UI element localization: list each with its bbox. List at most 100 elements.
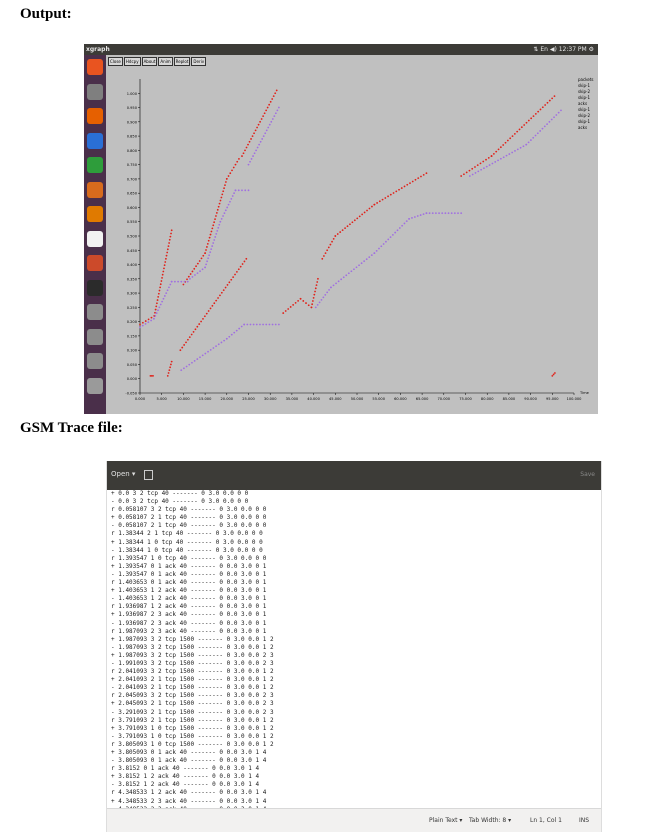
trace-line: r 1.987093 2 3 ack 40 ------- 0 0.0 3.0 … — [111, 627, 267, 635]
anim-button[interactable]: Anim — [158, 57, 173, 66]
red-data-point — [165, 254, 168, 257]
red-data-point — [314, 290, 316, 293]
amazon-icon[interactable] — [87, 230, 103, 247]
red-data-point — [213, 302, 216, 305]
tab-width-menu[interactable]: Tab Width: 8 ▾ — [469, 817, 512, 824]
purple-data-point — [186, 280, 189, 283]
x-tick-label: 75.000 — [459, 397, 472, 401]
red-data-point — [534, 112, 537, 115]
red-data-point — [232, 166, 235, 169]
y-tick-label: 0.650 — [127, 192, 138, 196]
y-tick-label: 0.450 — [127, 249, 138, 253]
red-data-point — [206, 242, 209, 245]
red-data-point — [147, 318, 150, 321]
purple-data-point — [519, 146, 522, 149]
red-data-point — [551, 374, 554, 377]
purple-data-point — [183, 367, 185, 370]
purple-data-point — [240, 325, 243, 328]
deriv-button[interactable]: Deriv — [191, 57, 207, 66]
red-data-point — [181, 346, 184, 349]
settings-icon[interactable] — [87, 255, 103, 271]
red-data-point — [198, 323, 201, 325]
text-editor[interactable]: + 0.0 3 2 tcp 40 ------- 0 3.0 0.0 0 0- … — [107, 490, 601, 813]
purple-data-point — [353, 268, 355, 271]
red-data-point — [356, 217, 359, 220]
disk-icon[interactable] — [87, 304, 103, 320]
red-data-point — [263, 112, 266, 115]
purple-data-point — [147, 321, 150, 324]
ubuntu-icon[interactable] — [87, 59, 103, 75]
red-data-point — [381, 198, 384, 201]
replot-button[interactable]: Replot — [173, 57, 191, 66]
red-data-point — [157, 292, 160, 295]
red-data-point — [363, 211, 366, 214]
purple-data-point — [368, 256, 371, 259]
red-data-point — [254, 129, 257, 132]
about-button[interactable]: About — [141, 57, 158, 66]
red-data-point — [506, 139, 509, 142]
new-document-icon[interactable] — [144, 470, 153, 480]
purple-data-point — [243, 323, 246, 326]
red-data-point — [474, 166, 476, 168]
cursor-position[interactable]: Ln 1, Col 1 — [530, 817, 562, 824]
red-data-point — [349, 223, 351, 226]
writer-icon[interactable] — [87, 132, 103, 149]
red-data-point — [537, 110, 540, 113]
trash-icon[interactable] — [87, 377, 103, 394]
purple-data-point — [557, 111, 560, 114]
purple-data-point — [318, 301, 321, 304]
red-data-point — [163, 267, 165, 270]
red-data-point — [465, 171, 468, 174]
red-data-point — [167, 245, 170, 248]
purple-data-point — [247, 189, 250, 192]
gedit-screenshot: Open ▾ Save + 0.0 3 2 tcp 40 ------- 0 3… — [106, 461, 602, 832]
purple-data-point — [365, 258, 368, 261]
terminal-icon[interactable] — [87, 279, 103, 296]
software-icon[interactable] — [87, 206, 103, 222]
red-data-point — [168, 238, 171, 241]
purple-data-point — [441, 212, 444, 215]
xgraph-window: Close Hdcpy About Anim Replot Deriv 1.00… — [106, 55, 598, 414]
red-data-point — [218, 202, 221, 205]
purple-data-point — [255, 149, 257, 152]
purple-data-point — [253, 152, 256, 155]
red-data-point — [241, 263, 244, 265]
purple-data-point — [268, 323, 271, 326]
trace-line: - 1.38344 1 0 tcp 40 ------- 0 3.0 0.0 0… — [111, 546, 263, 554]
purple-data-point — [169, 283, 172, 286]
purple-data-point — [267, 126, 270, 129]
files-icon[interactable] — [87, 83, 103, 100]
purple-data-point — [196, 272, 199, 275]
red-data-point — [195, 265, 197, 268]
firefox-icon[interactable] — [87, 108, 103, 124]
open-button[interactable]: Open ▾ — [111, 470, 136, 478]
red-data-point — [203, 315, 206, 318]
purple-data-point — [435, 212, 437, 215]
red-data-point — [193, 267, 196, 270]
red-data-point — [209, 233, 212, 236]
x-tick-label: 30.000 — [264, 397, 277, 401]
purple-data-point — [360, 262, 363, 265]
purple-data-point — [560, 109, 562, 112]
red-data-point — [275, 89, 278, 92]
impress-icon[interactable] — [87, 181, 103, 198]
purple-data-point — [199, 356, 201, 359]
trace-line: - 3.791093 1 0 tcp 1500 ------- 0 3.0 0.… — [111, 732, 274, 740]
hdcpy-button[interactable]: Hdcpy — [123, 57, 141, 66]
disk-icon[interactable] — [87, 328, 103, 345]
help-icon[interactable] — [87, 353, 103, 369]
purple-data-point — [188, 363, 191, 366]
red-data-point — [225, 178, 228, 180]
trace-line: - 0.058107 2 1 tcp 40 ------- 0 3.0 0.0 … — [111, 522, 267, 530]
close-button[interactable]: Close — [108, 57, 123, 66]
language-menu[interactable]: Plain Text ▾ — [429, 817, 463, 824]
calc-icon[interactable] — [87, 157, 103, 173]
purple-data-point — [155, 312, 158, 314]
red-data-point — [224, 181, 227, 183]
red-data-point — [159, 283, 162, 286]
purple-data-point — [529, 139, 532, 141]
red-data-point — [223, 187, 225, 190]
save-button[interactable]: Save — [580, 471, 595, 478]
system-tray[interactable]: ⇅ En ◀) 12:37 PM ⚙ — [533, 46, 594, 53]
red-data-point — [224, 286, 227, 289]
